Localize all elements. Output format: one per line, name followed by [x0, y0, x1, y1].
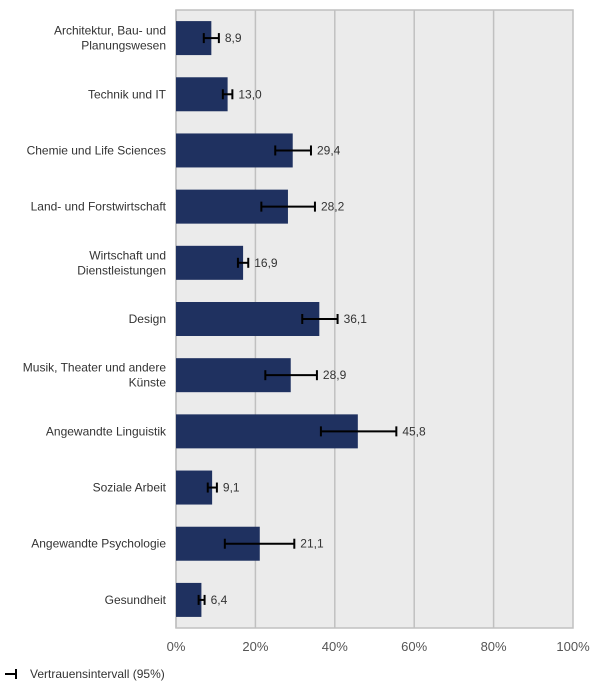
category-label: Wirtschaft und Dienstleistungen [77, 248, 166, 277]
value-label: 28,2 [321, 200, 345, 214]
error-bar [197, 594, 206, 605]
category-label: Angewandte Psychologie [31, 537, 166, 551]
value-label: 9,1 [223, 481, 240, 495]
value-label: 29,4 [317, 143, 341, 157]
error-bar [319, 426, 398, 437]
category-label: Gesundheit [105, 593, 167, 607]
error-bar [236, 257, 250, 268]
error-bar [274, 145, 312, 156]
legend-label: Vertrauensintervall (95%) [30, 667, 165, 681]
error-bar [260, 201, 316, 212]
x-tick-label: 40% [322, 639, 348, 654]
error-bar [301, 314, 339, 324]
error-bar [206, 482, 218, 493]
bar-chart: 8,9 13,0 29,4 28,2 16,9 36,1 28,9 45,8 9,1 21,1 6,… [23, 9, 590, 654]
value-label: 21,1 [300, 537, 324, 551]
x-tick-label: 60% [401, 639, 427, 654]
x-tick-label: 20% [242, 639, 268, 654]
value-label: 6,4 [211, 593, 228, 607]
value-label: 28,9 [323, 368, 347, 382]
errorbar-legend-icon [5, 669, 17, 679]
bar [176, 133, 293, 168]
bar [176, 302, 320, 336]
category-label: Architektur, Bau- und Planungswesen [54, 24, 166, 53]
x-tick-label: 0% [167, 639, 186, 654]
error-bar [223, 538, 296, 549]
value-label: 16,9 [254, 256, 278, 270]
legend: Vertrauensintervall (95%) [4, 667, 165, 681]
value-label: 13,0 [238, 87, 262, 101]
x-tick-label: 80% [481, 639, 507, 654]
x-tick-label: 100% [556, 639, 590, 654]
bar [176, 245, 244, 280]
category-label: Land- und Forstwirtschaft [31, 200, 167, 214]
category-labels: Architektur, Bau- und Planungswesen Techni… [23, 24, 167, 607]
bar [176, 582, 202, 617]
error-bar [264, 370, 318, 381]
error-bar [202, 33, 220, 44]
category-label: Angewandte Linguistik [46, 424, 167, 438]
category-label: Soziale Arbeit [93, 481, 167, 495]
category-label: Technik und IT [88, 87, 167, 101]
value-label: 45,8 [402, 424, 426, 438]
category-label: Chemie und Life Sciences [27, 143, 166, 157]
x-axis-ticks: 0% 20% 40% 60% 80% 100% [167, 639, 590, 654]
value-label: 8,9 [225, 31, 242, 45]
bar [176, 77, 228, 112]
bars: 8,9 13,0 29,4 28,2 16,9 36,1 28,9 45,8 9,1 21,1 6,… [176, 21, 426, 617]
category-label: Design [129, 312, 166, 326]
error-bar [221, 89, 234, 100]
category-label: Musik, Theater und andere Künste [23, 361, 167, 390]
value-label: 36,1 [344, 312, 368, 326]
bar [176, 470, 213, 505]
